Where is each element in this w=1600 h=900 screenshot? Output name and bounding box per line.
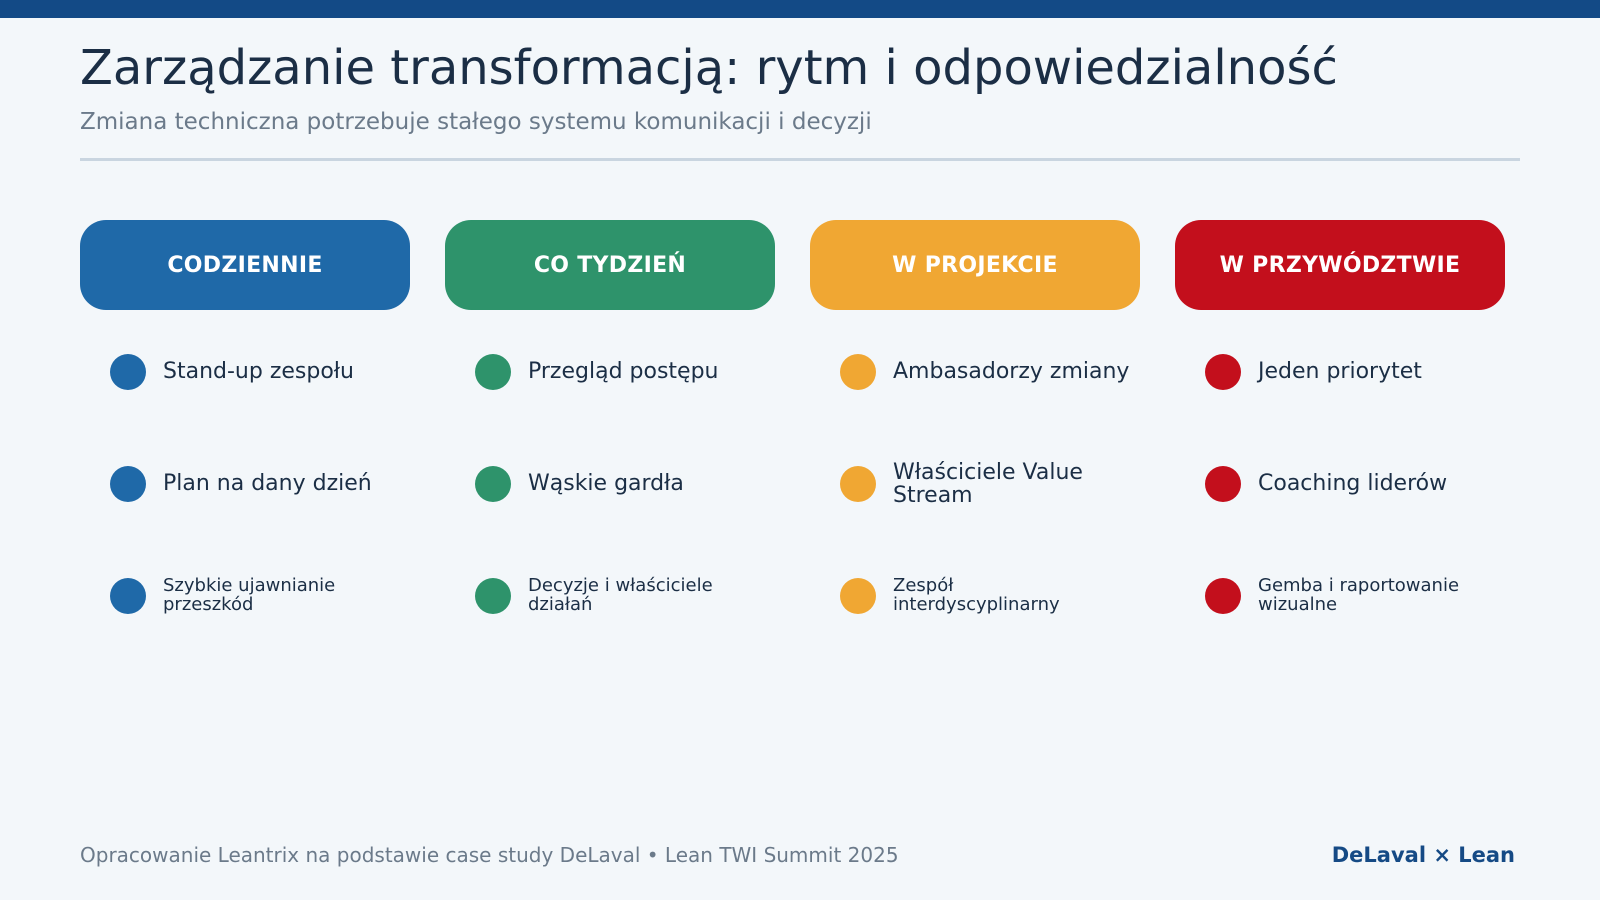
bullet bbox=[110, 466, 146, 502]
list-item: Coaching liderów bbox=[1205, 464, 1525, 504]
list-item: Gemba i raportowanie wizualne bbox=[1205, 576, 1525, 616]
item-text: Jeden priorytet bbox=[1258, 359, 1422, 385]
subtitle: Zmiana techniczna potrzebuje stałego sys… bbox=[80, 109, 872, 135]
item-text: Coaching liderów bbox=[1258, 471, 1448, 497]
item-text: Wąskie gardła bbox=[528, 471, 684, 497]
bullet bbox=[840, 578, 876, 614]
bullet bbox=[1205, 578, 1241, 614]
column: W PRZYWÓDZTWIE Jeden priorytet Coaching li… bbox=[1175, 220, 1505, 614]
bullet bbox=[475, 578, 511, 614]
divider bbox=[80, 158, 1520, 161]
item-text: Stand-up zespołu bbox=[163, 359, 354, 385]
item-text: Właściciele Value Stream bbox=[893, 459, 1083, 508]
list-item: Zespół interdyscyplinarny bbox=[840, 576, 1160, 616]
item-text: Ambasadorzy zmiany bbox=[893, 359, 1130, 385]
bullet bbox=[840, 466, 876, 502]
list-item: Plan na dany dzień bbox=[110, 464, 430, 504]
bullet bbox=[1205, 354, 1241, 390]
list-item: Wąskie gardła bbox=[475, 464, 795, 504]
bullet bbox=[110, 354, 146, 390]
item-text: Decyzje i właściciele działań bbox=[528, 575, 713, 615]
bullet bbox=[475, 354, 511, 390]
list-item: Jeden priorytet bbox=[1205, 352, 1525, 392]
item-text: Przegląd postępu bbox=[528, 359, 719, 385]
column: CO TYDZIEŃ Przegląd postępu Wąskie gardła D… bbox=[445, 220, 775, 614]
top-bar bbox=[0, 0, 1600, 18]
list-item: Ambasadorzy zmiany bbox=[840, 352, 1160, 392]
bullet bbox=[475, 466, 511, 502]
column-header: CODZIENNIE bbox=[80, 220, 410, 310]
list-item: Szybkie ujawnianie przeszkód bbox=[110, 576, 430, 616]
footer-source: Opracowanie Leantrix na podstawie case s… bbox=[80, 843, 899, 867]
column: CODZIENNIE Stand-up zespołu Plan na dany d… bbox=[80, 220, 410, 614]
bullet bbox=[840, 354, 876, 390]
item-text: Zespół interdyscyplinarny bbox=[893, 575, 1060, 615]
footer-brand: DeLaval × Lean bbox=[1331, 843, 1515, 867]
list-item: Przegląd postępu bbox=[475, 352, 795, 392]
item-text: Szybkie ujawnianie przeszkód bbox=[163, 575, 336, 615]
bullet bbox=[1205, 466, 1241, 502]
list-item: Stand-up zespołu bbox=[110, 352, 430, 392]
bullet bbox=[110, 578, 146, 614]
list-item: Właściciele Value Stream bbox=[840, 459, 1160, 508]
column-header: CO TYDZIEŃ bbox=[445, 220, 775, 310]
item-text: Gemba i raportowanie wizualne bbox=[1258, 575, 1460, 615]
column: W PROJEKCIE Ambasadorzy zmiany Właściciele… bbox=[810, 220, 1140, 614]
column-header: W PRZYWÓDZTWIE bbox=[1175, 220, 1505, 310]
list-item: Decyzje i właściciele działań bbox=[475, 576, 795, 616]
title: Zarządzanie transformacją: rytm i odpowi… bbox=[80, 40, 1338, 96]
item-text: Plan na dany dzień bbox=[163, 471, 372, 497]
column-header: W PROJEKCIE bbox=[810, 220, 1140, 310]
